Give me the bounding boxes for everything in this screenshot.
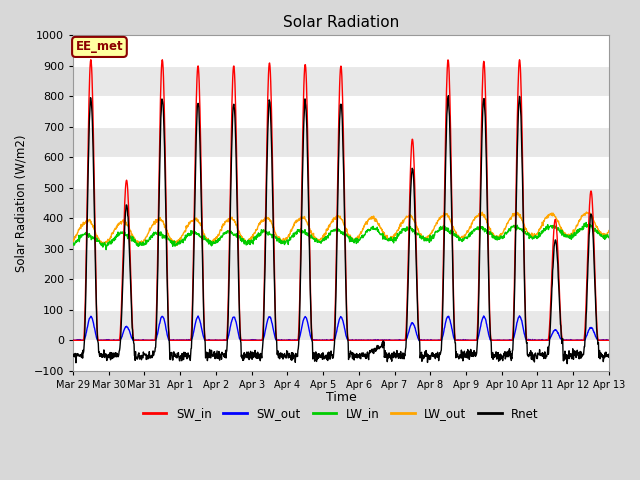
SW_out (189, 334, 196, 340)
SW_out (605, 337, 612, 343)
Y-axis label: Solar Radiation (W/m2): Solar Radiation (W/m2) (15, 134, 28, 272)
Bar (73, 127, 609, 157)
Bar (73, 66, 609, 96)
Rnet (175, 355, 183, 361)
SW_in (69, 337, 77, 343)
LW_in (175, 238, 183, 244)
SW_in (175, 337, 183, 343)
Line: LW_out: LW_out (73, 212, 609, 245)
LW_in (189, 228, 196, 234)
LW_out (424, 234, 432, 240)
LW_out (248, 233, 256, 239)
Rnet (248, 357, 256, 362)
SW_in (605, 337, 612, 343)
SW_out (516, 313, 524, 319)
Legend: SW_in, SW_out, LW_in, LW_out, Rnet: SW_in, SW_out, LW_in, LW_out, Rnet (138, 403, 544, 425)
LW_in (424, 237, 432, 242)
SW_in (248, 337, 256, 343)
LW_in (69, 241, 77, 247)
LW_in (102, 247, 110, 252)
SW_in (189, 298, 196, 303)
LW_in (541, 227, 549, 232)
Text: EE_met: EE_met (76, 40, 124, 53)
LW_out (175, 237, 183, 242)
SW_out (424, 337, 432, 343)
LW_out (582, 209, 590, 215)
SW_in (541, 337, 549, 343)
SW_out (495, 337, 502, 343)
Bar (73, 279, 609, 310)
LW_in (248, 239, 256, 244)
Line: SW_in: SW_in (73, 60, 609, 340)
Bar (73, 310, 609, 340)
SW_in (424, 337, 432, 343)
LW_in (582, 220, 590, 226)
Line: LW_in: LW_in (73, 223, 609, 250)
LW_in (605, 235, 612, 240)
Bar (73, 218, 609, 249)
LW_in (495, 236, 502, 241)
SW_out (70, 337, 77, 343)
LW_out (189, 218, 196, 224)
Line: Rnet: Rnet (73, 96, 609, 364)
Bar (73, 157, 609, 188)
Rnet (69, 352, 77, 358)
SW_in (87, 57, 95, 62)
Bar (73, 36, 609, 66)
Bar (73, 96, 609, 127)
SW_in (495, 337, 502, 343)
Rnet (563, 361, 571, 367)
SW_out (542, 337, 550, 343)
LW_out (173, 242, 180, 248)
Rnet (424, 354, 432, 360)
Bar (73, 249, 609, 279)
Rnet (605, 354, 612, 360)
Rnet (495, 350, 502, 356)
LW_out (605, 228, 612, 233)
LW_out (541, 215, 549, 221)
Line: SW_out: SW_out (73, 316, 609, 340)
SW_out (175, 337, 183, 343)
Rnet (445, 93, 452, 98)
X-axis label: Time: Time (326, 391, 356, 404)
Bar (73, 188, 609, 218)
SW_out (69, 337, 77, 343)
SW_out (248, 337, 256, 343)
Title: Solar Radiation: Solar Radiation (283, 15, 399, 30)
LW_out (69, 238, 77, 243)
Rnet (188, 326, 196, 332)
Rnet (541, 356, 549, 361)
Bar (73, 340, 609, 371)
LW_out (495, 234, 502, 240)
